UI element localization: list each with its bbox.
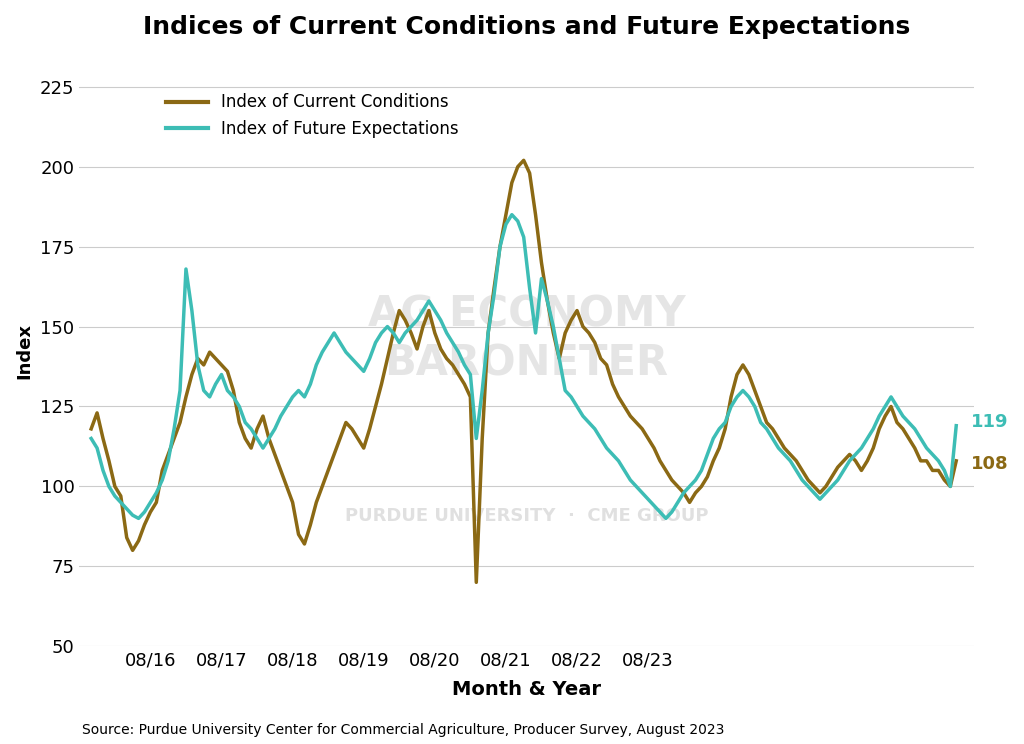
- Legend: Index of Current Conditions, Index of Future Expectations: Index of Current Conditions, Index of Fu…: [159, 87, 465, 144]
- Title: Indices of Current Conditions and Future Expectations: Indices of Current Conditions and Future…: [143, 15, 910, 39]
- Text: Source: Purdue University Center for Commercial Agriculture, Producer Survey, Au: Source: Purdue University Center for Com…: [82, 722, 724, 737]
- Text: 119: 119: [971, 414, 1009, 432]
- Text: PURDUE UNIVERSITY  ·  CME GROUP: PURDUE UNIVERSITY · CME GROUP: [345, 507, 709, 525]
- Y-axis label: Index: Index: [15, 323, 33, 379]
- Text: 108: 108: [971, 455, 1009, 473]
- X-axis label: Month & Year: Month & Year: [453, 680, 601, 699]
- Text: AG ECONOMY
BARONETER: AG ECONOMY BARONETER: [368, 293, 685, 384]
